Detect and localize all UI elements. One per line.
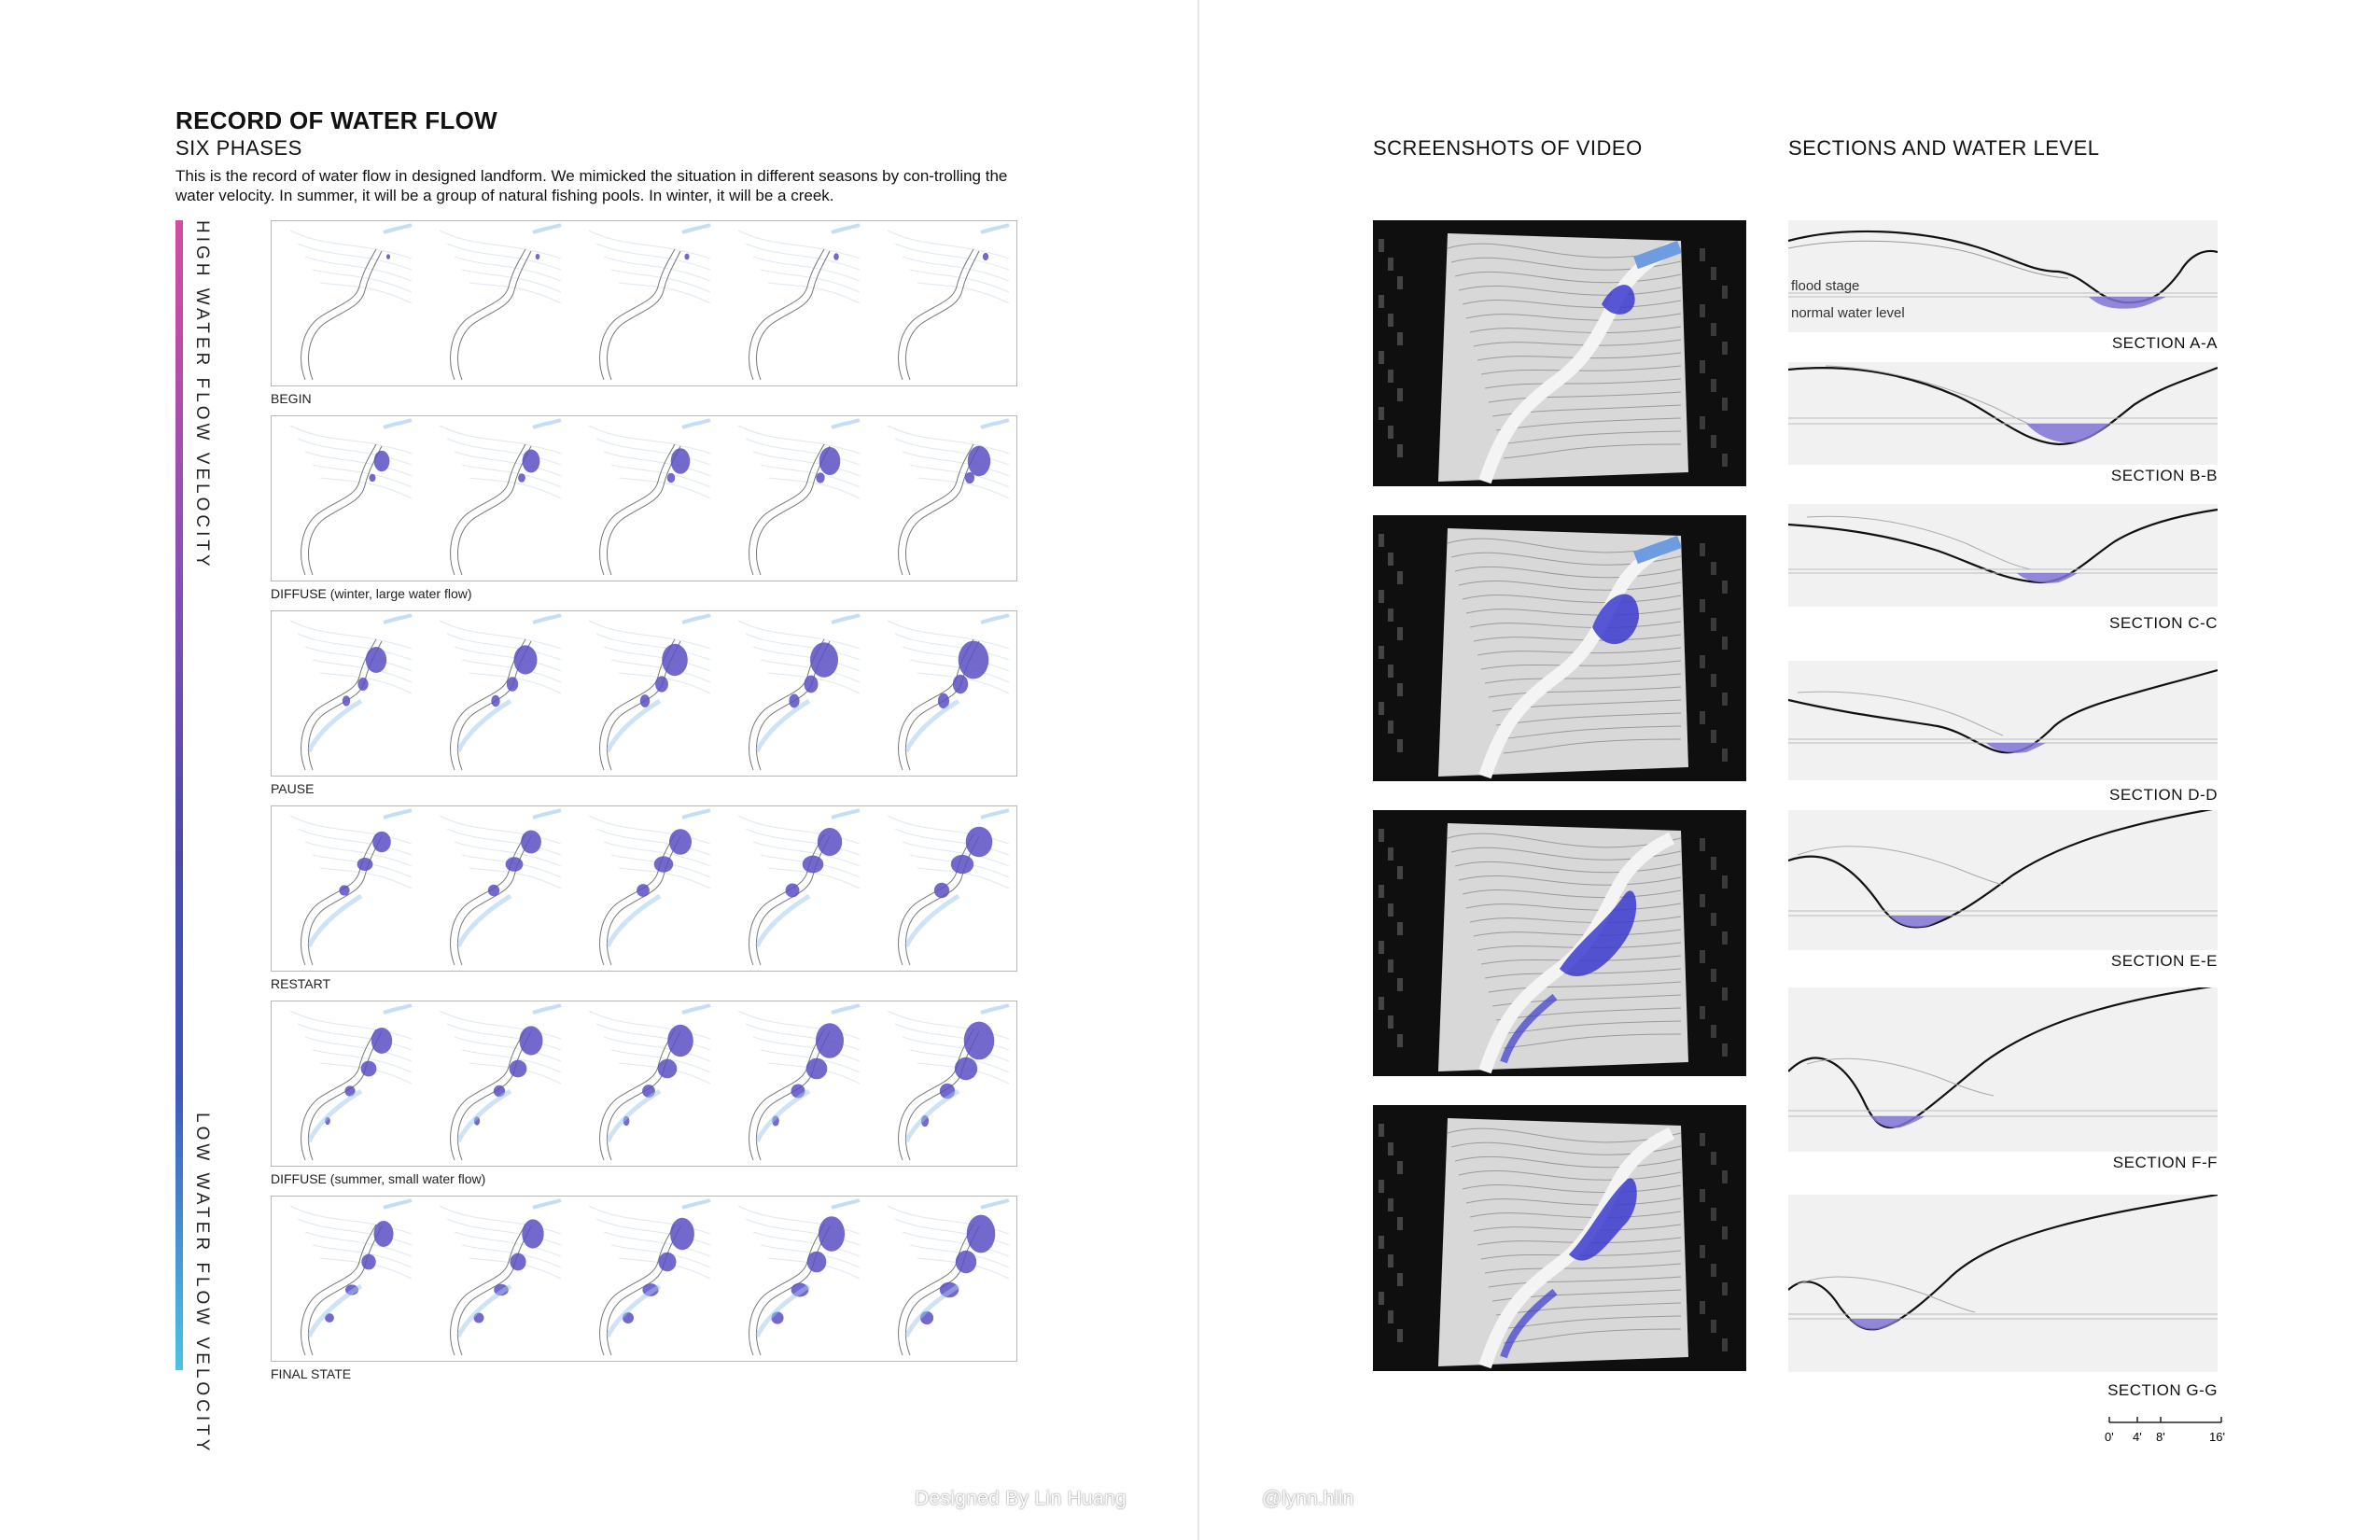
flow-frame <box>289 1198 413 1356</box>
flow-frame <box>439 808 562 966</box>
section-profile: flood stage normal water level <box>1788 220 2218 332</box>
screenshots-heading: SCREENSHOTS OF VIDEO <box>1373 136 1643 160</box>
section-label: SECTION B-B <box>2110 467 2218 484</box>
velocity-gradient-bar <box>175 220 183 1370</box>
flow-frame <box>737 418 861 576</box>
section-profile <box>1788 504 2218 607</box>
flow-frame <box>439 613 562 771</box>
section-g-g: SECTION G-G <box>1788 1195 2218 1405</box>
flow-frame <box>289 418 413 576</box>
flow-frame <box>887 613 1010 771</box>
phase-final-state: FINAL STATE <box>271 1196 1017 1381</box>
video-screenshot <box>1373 515 1746 781</box>
flow-frame <box>737 1198 861 1356</box>
phase-label: BEGIN <box>271 391 312 406</box>
flow-frame <box>588 418 711 576</box>
section-profile <box>1788 810 2218 950</box>
section-profile <box>1788 987 2218 1152</box>
flow-frame <box>439 223 562 381</box>
section-f-f: SECTION F-F <box>1788 987 2218 1174</box>
section-label: SECTION A-A <box>2111 334 2218 352</box>
page-divider <box>1197 0 1199 1540</box>
phase-image <box>271 415 1017 581</box>
phase-begin: BEGIN <box>271 220 1017 406</box>
phase-pause: PAUSE <box>271 610 1017 796</box>
flow-frame <box>887 223 1010 381</box>
flow-frame <box>737 1003 861 1161</box>
page-title: RECORD OF WATER FLOW <box>175 106 497 134</box>
high-velocity-label: HIGH WATER FLOW VELOCITY <box>192 220 212 570</box>
flow-frame <box>737 808 861 966</box>
phase-diffuse-summer: DIFFUSE (summer, small water flow) <box>271 1001 1017 1186</box>
scale-bar: 0' 4' 8' 16' <box>2105 1417 2225 1444</box>
designer-credit: Designed By Lin Huang <box>915 1488 1127 1509</box>
phase-diffuse-winter: DIFFUSE (winter, large water flow) <box>271 415 1017 601</box>
flow-frame <box>588 1003 711 1161</box>
flow-frame <box>887 808 1010 966</box>
phase-label: DIFFUSE (winter, large water flow) <box>271 586 472 601</box>
flow-frame <box>887 418 1010 576</box>
phase-image <box>271 220 1017 386</box>
section-profile <box>1788 362 2218 465</box>
section-c-c: SECTION C-C <box>1788 504 2218 635</box>
section-e-e: SECTION E-E <box>1788 810 2218 978</box>
flow-frame <box>439 1003 562 1161</box>
flow-frame <box>289 808 413 966</box>
flow-frame <box>588 613 711 771</box>
phase-image <box>271 610 1017 777</box>
section-b-b: SECTION B-B <box>1788 362 2218 493</box>
sections-heading: SECTIONS AND WATER LEVEL <box>1788 136 2100 160</box>
phase-label: FINAL STATE <box>271 1366 352 1381</box>
flow-frame <box>289 223 413 381</box>
section-label: SECTION E-E <box>2110 952 2218 970</box>
section-d-d: SECTION D-D <box>1788 661 2218 810</box>
scale-tick-label: 4' <box>2133 1430 2142 1444</box>
section-label: SECTION D-D <box>2109 786 2218 804</box>
phase-label: PAUSE <box>271 781 315 796</box>
flow-frame <box>588 1198 711 1356</box>
phase-image <box>271 1001 1017 1167</box>
page-subtitle: SIX PHASES <box>175 136 302 160</box>
flow-frame <box>737 613 861 771</box>
phase-label: DIFFUSE (summer, small water flow) <box>271 1171 486 1186</box>
flow-frame <box>439 1198 562 1356</box>
section-profile <box>1788 1195 2218 1372</box>
description: This is the record of water flow in desi… <box>175 167 1008 204</box>
flow-frame <box>588 223 711 381</box>
video-screenshot <box>1373 810 1746 1076</box>
flow-frame <box>887 1003 1010 1161</box>
normal-water-level-label: normal water level <box>1791 305 1905 321</box>
section-label: SECTION C-C <box>2109 614 2218 632</box>
section-profile <box>1788 661 2218 780</box>
phase-restart: RESTART <box>271 805 1017 991</box>
section-a-a: flood stage normal water level SECTION A… <box>1788 220 2218 360</box>
phase-image <box>271 1196 1017 1362</box>
phase-image <box>271 805 1017 972</box>
flow-frame <box>289 1003 413 1161</box>
scale-tick-label: 8' <box>2156 1430 2165 1444</box>
scale-tick-label: 0' <box>2105 1430 2114 1444</box>
flow-frame <box>289 613 413 771</box>
flow-frame <box>588 808 711 966</box>
section-label: SECTION G-G <box>2107 1381 2218 1399</box>
scale-tick-label: 16' <box>2209 1430 2225 1444</box>
flow-frame <box>737 223 861 381</box>
flow-frame <box>439 418 562 576</box>
video-screenshot <box>1373 1105 1746 1371</box>
low-velocity-label: LOW WATER FLOW VELOCITY <box>192 1113 212 1455</box>
phase-label: RESTART <box>271 976 331 991</box>
social-handle: @lynn.hlin <box>1262 1488 1354 1509</box>
flow-frame <box>887 1198 1010 1356</box>
flood-stage-label: flood stage <box>1791 278 1859 294</box>
section-label: SECTION F-F <box>2112 1154 2218 1171</box>
video-screenshot <box>1373 220 1746 486</box>
